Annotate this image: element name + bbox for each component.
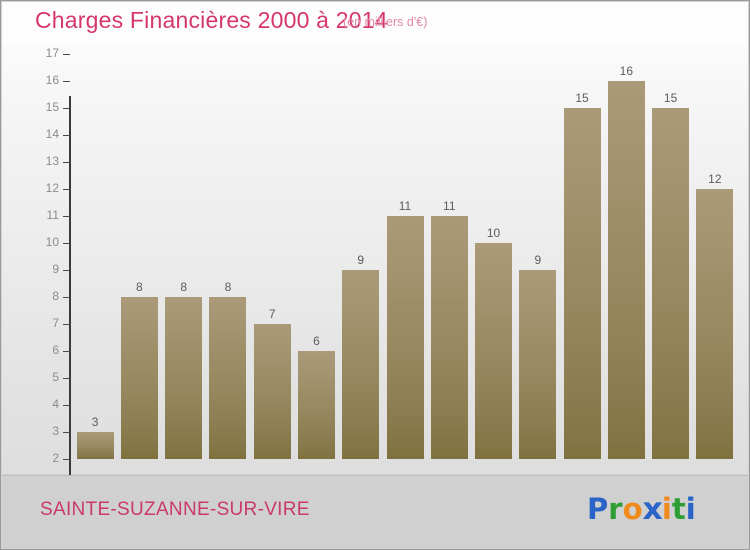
y-axis-tick-label: 6 (52, 343, 59, 357)
logo-letter-x: x (642, 492, 663, 527)
bar-2012[interactable] (608, 81, 645, 459)
y-axis-line (69, 96, 71, 503)
bar-2001[interactable] (121, 297, 158, 459)
bar-value-label: 12 (708, 172, 722, 186)
bar-2008[interactable] (431, 216, 468, 459)
y-axis-tick-label: 13 (45, 154, 59, 168)
y-axis-tick-label: 5 (52, 370, 59, 384)
bar-value-label: 16 (619, 64, 633, 78)
y-axis-tick (63, 243, 70, 244)
bar-2004[interactable] (254, 324, 291, 459)
bar-2011[interactable] (564, 108, 601, 459)
bar-2006[interactable] (342, 270, 379, 459)
y-axis-tick (63, 108, 70, 109)
y-axis-tick (63, 351, 70, 352)
y-axis-tick-label: 11 (46, 208, 59, 222)
y-axis-tick (63, 324, 70, 325)
y-axis-tick (63, 162, 70, 163)
y-axis-tick-label: 7 (52, 316, 59, 330)
page-title: Charges Financières 2000 à 2014 (35, 7, 388, 33)
logo-letter-o: o (622, 492, 643, 526)
bar-2002[interactable] (165, 297, 202, 459)
y-axis-tick (63, 135, 70, 136)
bar-value-label: 11 (443, 199, 456, 213)
y-axis-tick (63, 297, 70, 298)
bar-value-label: 15 (663, 91, 678, 105)
y-axis-tick (63, 270, 70, 271)
bar-2010[interactable] (519, 270, 556, 459)
bar-2003[interactable] (209, 297, 246, 459)
bar-value-label: 8 (136, 280, 143, 294)
y-axis-tick-label: 16 (45, 73, 59, 87)
y-axis-tick-label: 8 (52, 289, 59, 303)
logo-letter-P: P (587, 492, 609, 526)
bar-2000[interactable] (77, 432, 114, 459)
chart-subtitle: (en milliers d'€) (343, 15, 428, 29)
logo-letter-r: r (608, 492, 623, 526)
bar-value-label: 9 (357, 253, 365, 267)
chart-header: Charges Financières 2000 à 2014 (en mill… (2, 2, 748, 44)
bar-value-label: 15 (575, 91, 589, 105)
plot-frame: 2 3 4 5 6 7 8 9 10 11 12 13 14 15 16 17 3 8 8 8 7 6 9 11 11 10 9 1… (2, 44, 748, 523)
bar-value-label: 3 (91, 415, 99, 429)
chart-footer: SAINTE-SUZANNE-SUR-VIRE Proxiti (2, 475, 748, 549)
commune-label: SAINTE-SUZANNE-SUR-VIRE (40, 499, 310, 520)
bar-value-label: 8 (180, 280, 187, 294)
bar-2005[interactable] (298, 351, 335, 459)
y-axis-tick-label: 9 (52, 262, 59, 276)
bar-2014[interactable] (696, 189, 733, 459)
y-axis-tick-label: 14 (45, 127, 59, 141)
bar-2007[interactable] (387, 216, 424, 459)
logo-letter-i: i (685, 492, 696, 526)
logo-letter-t: t (671, 492, 686, 526)
bar-2009[interactable] (475, 243, 512, 459)
bar-value-label: 6 (313, 334, 320, 348)
bar-value-label: 8 (224, 280, 232, 294)
y-axis-tick-label: 15 (45, 100, 59, 114)
y-axis-tick-label: 2 (52, 451, 59, 465)
bar-value-label: 11 (398, 199, 412, 213)
bar-value-label: 9 (534, 253, 542, 267)
y-axis-tick (63, 459, 70, 460)
bar-2013[interactable] (652, 108, 689, 459)
proxiti-logo[interactable]: Proxiti (587, 492, 696, 527)
y-axis-tick (63, 405, 70, 406)
y-axis-tick (63, 432, 70, 433)
y-axis-tick (63, 54, 70, 55)
logo-letter-i: i (661, 492, 672, 526)
y-axis-tick (63, 216, 70, 217)
y-axis-tick-label: 12 (45, 181, 59, 195)
y-axis-tick (63, 189, 70, 190)
y-axis-tick-label: 10 (45, 235, 59, 249)
y-axis-tick-label: 3 (52, 424, 59, 438)
y-axis-tick (63, 81, 70, 82)
y-axis-tick-label: 17 (45, 46, 59, 60)
bar-value-label: 10 (486, 226, 501, 240)
bar-value-label: 7 (268, 307, 276, 321)
y-axis-tick (63, 378, 70, 379)
y-axis-tick-label: 4 (52, 397, 59, 411)
